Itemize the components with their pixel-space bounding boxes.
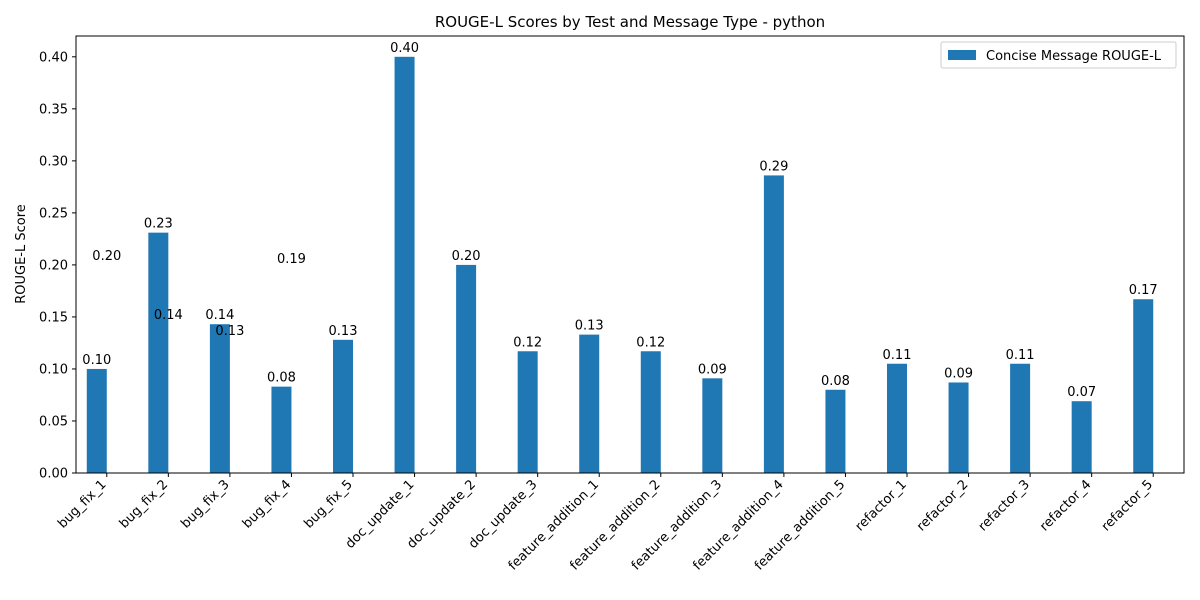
- bar-bug_fix_5: [333, 339, 353, 473]
- y-tick-label: 0.15: [39, 310, 68, 325]
- data-label-feature_addition_2: 0.12: [636, 335, 665, 350]
- data-label-refactor_5: 0.17: [1129, 283, 1158, 298]
- bar-refactor_3: [1010, 363, 1031, 473]
- bar-bug_fix_4: [271, 386, 292, 473]
- legend-swatch: [948, 50, 976, 60]
- x-tick-label: bug_fix_5: [301, 477, 355, 531]
- y-tick-label: 0.25: [39, 206, 68, 221]
- legend-frame: [940, 41, 1177, 69]
- data-label-feature_addition_3: 0.09: [698, 362, 727, 377]
- x-tick-label: refactor_3: [976, 477, 1033, 534]
- bar-refactor_5: [1133, 299, 1154, 473]
- annotation-0: 0.20: [92, 249, 121, 264]
- x-tick-label: refactor_4: [1037, 477, 1094, 534]
- data-label-bug_fix_4: 0.08: [267, 371, 296, 386]
- data-label-bug_fix_3: 0.14: [205, 308, 234, 323]
- data-label-bug_fix_1: 0.10: [82, 353, 111, 368]
- y-tick-label: 0.10: [39, 362, 68, 377]
- data-label-doc_update_1: 0.40: [390, 41, 419, 56]
- data-label-feature_addition_4: 0.29: [759, 159, 788, 174]
- plot-frame: [75, 35, 1185, 474]
- y-tick-label: 0.35: [39, 102, 68, 117]
- x-tick-label: refactor_2: [914, 477, 971, 534]
- data-label-feature_addition_1: 0.13: [575, 319, 604, 334]
- bar-bug_fix_3: [209, 324, 230, 473]
- data-label-bug_fix_5: 0.13: [329, 324, 358, 339]
- bar-feature_addition_1: [579, 334, 600, 473]
- data-label-refactor_2: 0.09: [944, 366, 973, 381]
- y-tick-label: 0.00: [39, 467, 68, 482]
- data-label-refactor_3: 0.11: [1006, 348, 1035, 363]
- y-axis-label: ROUGE-L Score: [14, 204, 29, 304]
- bar-refactor_4: [1071, 401, 1092, 473]
- plot-area: 0.10 0.23 0.14 0.08 0.13 0.40 0.20 0.12 0.13 0.12…: [39, 35, 1185, 574]
- data-label-bug_fix_2: 0.23: [144, 217, 173, 232]
- x-tick-label: refactor_1: [853, 477, 910, 534]
- x-tick-label: bug_fix_2: [117, 477, 171, 531]
- x-tick-label: bug_fix_4: [240, 477, 294, 531]
- data-label-refactor_1: 0.11: [883, 348, 912, 363]
- annotation-1: 0.14: [154, 308, 183, 323]
- bar-doc_update_1: [394, 56, 415, 474]
- bar-refactor_1: [887, 363, 907, 473]
- bar-feature_addition_2: [640, 351, 661, 473]
- data-label-doc_update_3: 0.12: [513, 335, 542, 350]
- annotation-3: 0.19: [277, 252, 306, 267]
- legend: Concise Message ROUGE-L: [940, 41, 1177, 69]
- x-tick-label: bug_fix_3: [178, 477, 232, 531]
- chart-title: ROUGE-L Scores by Test and Message Type …: [435, 13, 825, 31]
- bar-feature_addition_4: [763, 175, 784, 473]
- x-tick-label: refactor_5: [1099, 477, 1156, 534]
- data-label-refactor_4: 0.07: [1067, 385, 1096, 400]
- data-label-doc_update_2: 0.20: [452, 249, 481, 264]
- data-label-feature_addition_5: 0.08: [821, 374, 850, 389]
- y-tick-label: 0.05: [39, 414, 68, 429]
- bar-doc_update_2: [456, 264, 477, 473]
- bar-bug_fix_2: [148, 232, 169, 473]
- x-tick-label: bug_fix_1: [55, 477, 109, 531]
- bar-bug_fix_1: [86, 368, 107, 473]
- bar-refactor_2: [948, 382, 969, 473]
- bar-feature_addition_5: [825, 389, 846, 473]
- y-tick-label: 0.30: [39, 154, 68, 169]
- annotation-2: 0.13: [215, 324, 244, 339]
- y-tick-label: 0.20: [39, 258, 68, 273]
- legend-label: Concise Message ROUGE-L: [986, 49, 1162, 64]
- bar-feature_addition_3: [702, 378, 723, 473]
- bar-doc_update_3: [517, 351, 538, 473]
- y-tick-label: 0.40: [39, 50, 68, 65]
